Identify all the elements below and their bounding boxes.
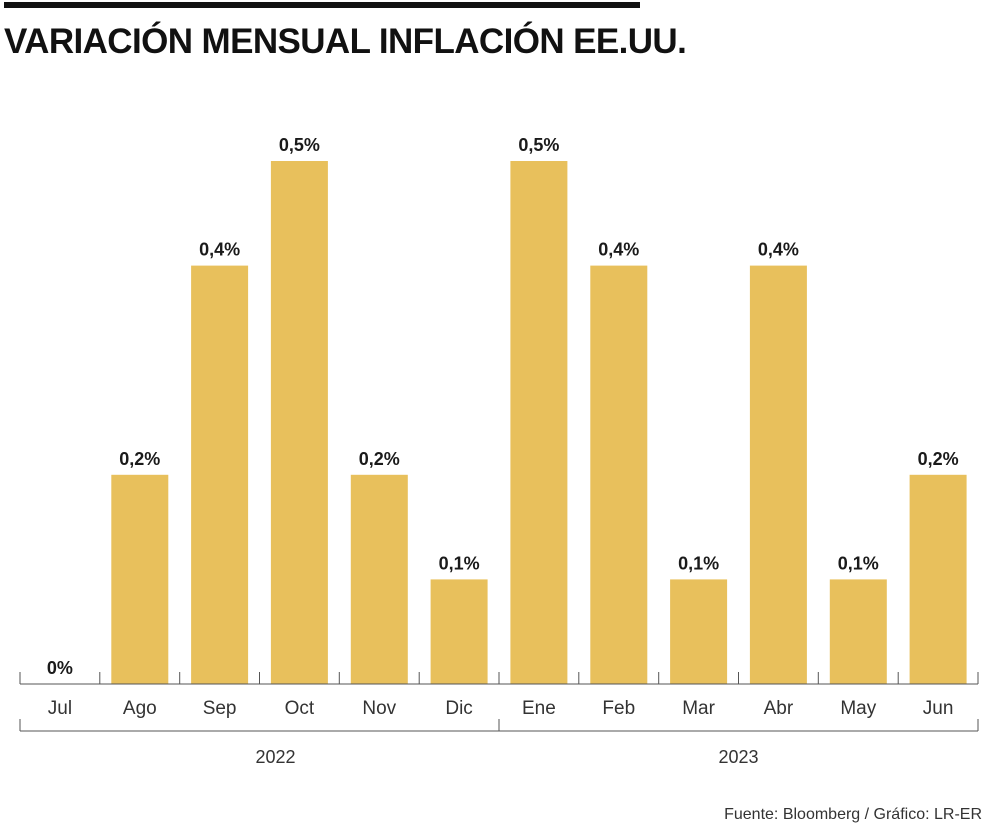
data-label-abr: 0,4% — [758, 240, 799, 260]
x-tick-label-sep: Sep — [203, 698, 237, 719]
x-tick-label-may: May — [840, 698, 876, 719]
x-tick-label-dic: Dic — [445, 698, 472, 719]
chart-title: VARIACIÓN MENSUAL INFLACIÓN EE.UU. — [4, 22, 687, 61]
x-tick-label-mar: Mar — [682, 698, 715, 719]
x-tick-label-oct: Oct — [285, 698, 315, 719]
bar-ene — [510, 161, 568, 684]
title-top-rule — [4, 2, 640, 8]
x-tick-label-feb: Feb — [602, 698, 635, 719]
x-tick-label-nov: Nov — [362, 698, 396, 719]
bar-oct — [270, 161, 328, 684]
data-label-mar: 0,1% — [678, 553, 719, 573]
data-label-may: 0,1% — [838, 553, 879, 573]
data-label-jun: 0,2% — [918, 449, 959, 469]
x-tick-label-abr: Abr — [764, 698, 794, 719]
bar-nov — [350, 474, 408, 684]
bar-dic — [430, 579, 488, 684]
x-tick-label-jun: Jun — [923, 698, 954, 719]
bar-ago — [111, 474, 169, 684]
group-label-2023: 2023 — [718, 747, 758, 767]
data-label-nov: 0,2% — [359, 449, 400, 469]
data-label-dic: 0,1% — [439, 553, 480, 573]
data-label-jul: 0% — [47, 658, 73, 678]
data-label-sep: 0,4% — [199, 240, 240, 260]
x-tick-label-ene: Ene — [522, 698, 556, 719]
source-credit: Fuente: Bloomberg / Gráfico: LR-ER — [724, 806, 982, 823]
bar-mar — [670, 579, 728, 684]
bar-feb — [590, 265, 648, 684]
data-label-feb: 0,4% — [598, 240, 639, 260]
x-tick-label-jul: Jul — [48, 698, 72, 719]
group-label-2022: 2022 — [255, 747, 295, 767]
data-label-ago: 0,2% — [119, 449, 160, 469]
data-label-oct: 0,5% — [279, 135, 320, 155]
bar-abr — [749, 265, 807, 684]
bar-may — [829, 579, 887, 684]
bar-sep — [191, 265, 249, 684]
data-label-ene: 0,5% — [518, 135, 559, 155]
bar-jun — [909, 474, 967, 684]
x-tick-label-ago: Ago — [123, 698, 157, 719]
